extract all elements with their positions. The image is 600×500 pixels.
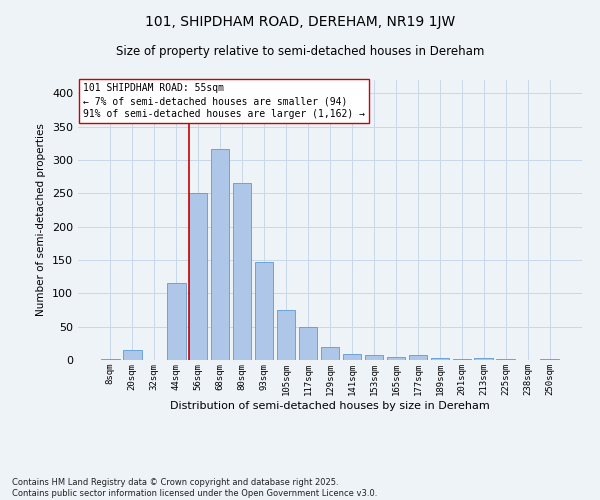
X-axis label: Distribution of semi-detached houses by size in Dereham: Distribution of semi-detached houses by … (170, 400, 490, 410)
Text: 101 SHIPDHAM ROAD: 55sqm
← 7% of semi-detached houses are smaller (94)
91% of se: 101 SHIPDHAM ROAD: 55sqm ← 7% of semi-de… (83, 83, 365, 119)
Text: 101, SHIPDHAM ROAD, DEREHAM, NR19 1JW: 101, SHIPDHAM ROAD, DEREHAM, NR19 1JW (145, 15, 455, 29)
Bar (409, 356, 427, 360)
Bar (189, 194, 208, 360)
Bar (167, 284, 185, 360)
Bar (320, 346, 340, 360)
Bar (277, 310, 295, 360)
Text: Size of property relative to semi-detached houses in Dereham: Size of property relative to semi-detach… (116, 45, 484, 58)
Text: Contains HM Land Registry data © Crown copyright and database right 2025.
Contai: Contains HM Land Registry data © Crown c… (12, 478, 377, 498)
Bar (475, 358, 493, 360)
Y-axis label: Number of semi-detached properties: Number of semi-detached properties (37, 124, 46, 316)
Bar (211, 148, 229, 360)
Bar (101, 358, 119, 360)
Bar (386, 356, 405, 360)
Bar (365, 354, 383, 360)
Bar (233, 184, 251, 360)
Bar (299, 326, 317, 360)
Bar (255, 262, 274, 360)
Bar (123, 350, 142, 360)
Bar (343, 354, 361, 360)
Bar (431, 358, 449, 360)
